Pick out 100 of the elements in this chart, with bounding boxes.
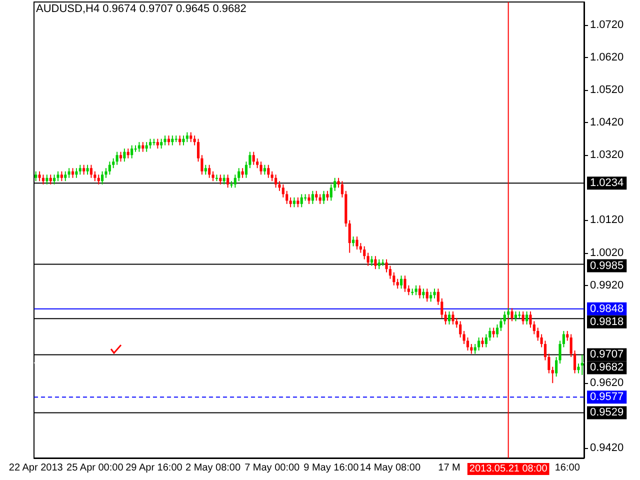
candlestick <box>130 144 134 159</box>
x-tick-label: 2 May 08:00 <box>186 462 241 474</box>
candlestick <box>123 148 126 162</box>
candlestick <box>404 275 406 292</box>
candlestick <box>326 190 329 202</box>
candlestick <box>396 278 399 290</box>
candlestick <box>100 170 104 185</box>
x-tick-label: 14 May 08:00 <box>360 462 421 474</box>
candlestick <box>330 184 332 202</box>
candlestick <box>544 340 547 361</box>
candlestick <box>536 327 540 342</box>
x-tick-label: 25 Apr 00:00 <box>66 462 124 474</box>
candlestick <box>270 170 274 182</box>
candlestick <box>430 291 432 302</box>
candlestick <box>414 284 418 296</box>
candlestick <box>90 164 93 178</box>
candlestick <box>292 196 296 208</box>
candlestick <box>260 161 262 176</box>
candlestick <box>522 310 524 325</box>
candlestick <box>156 138 159 150</box>
y-tick-label: 1.0120 <box>590 214 624 226</box>
y-tick-label: 1.0020 <box>590 246 624 259</box>
candlestick <box>116 151 118 166</box>
candlestick <box>570 334 572 358</box>
y-tick-label: 1.0720 <box>590 18 624 31</box>
candlestick <box>436 288 440 306</box>
candlestick <box>433 288 436 299</box>
candlestick <box>119 151 122 162</box>
candlestick <box>484 334 488 348</box>
candlestick <box>503 310 506 325</box>
candlestick <box>551 366 554 384</box>
candlestick <box>514 310 518 322</box>
candlestick <box>392 272 396 286</box>
candlestick <box>60 170 63 182</box>
candlestick <box>238 168 240 182</box>
candlestick <box>186 132 188 143</box>
x-tick-label: 16:00 <box>554 462 580 474</box>
candlestick <box>466 336 470 352</box>
candlestick <box>182 135 185 146</box>
candlestick <box>496 324 499 338</box>
candlestick <box>263 164 266 176</box>
candlestick <box>248 151 252 169</box>
candlestick <box>282 184 284 198</box>
candlestick <box>94 170 96 182</box>
candlestick <box>252 151 255 166</box>
candlestick <box>440 298 444 318</box>
candlestick <box>455 317 458 328</box>
candlestick <box>208 164 211 178</box>
candlestick <box>308 194 310 204</box>
x-tick-label: 29 Apr 16:00 <box>126 462 183 474</box>
candlestick <box>459 320 462 338</box>
candlestick <box>366 252 370 266</box>
candlestick <box>388 265 392 280</box>
candlestick <box>296 196 300 208</box>
ref-line-label: 0.9707 <box>590 348 624 361</box>
x-tick-label: 9 May 16:00 <box>304 462 360 474</box>
y-tick-label: 1.0420 <box>590 116 624 129</box>
candlestick <box>204 164 207 176</box>
candlestick <box>573 350 576 374</box>
candlestick <box>580 354 584 376</box>
y-tick-label: 0.9920 <box>590 279 624 292</box>
candlestick <box>488 327 492 342</box>
y-tick-label: 1.0520 <box>590 84 624 96</box>
candlestick <box>348 220 351 254</box>
candlestick <box>112 158 115 169</box>
candlestick <box>300 194 303 208</box>
candlestick <box>426 288 428 302</box>
candlestick <box>315 190 318 202</box>
candlestick <box>234 174 236 188</box>
ref-line-label: 0.9529 <box>590 406 624 419</box>
y-tick-label: 0.9620 <box>590 377 624 390</box>
ref-line-label: 0.9985 <box>590 260 624 272</box>
candlestick <box>363 246 366 260</box>
ref-line-label: 0.9818 <box>590 316 624 328</box>
candlestick <box>478 336 480 352</box>
candlestick <box>311 190 314 204</box>
chart-title: AUDUSD,H4 0.9674 0.9707 0.9645 0.9682 <box>36 3 246 15</box>
candlestick <box>78 164 82 176</box>
candlestick <box>226 174 230 188</box>
candlestick <box>444 310 447 325</box>
candlestick <box>525 310 528 325</box>
candlestick <box>400 275 403 290</box>
y-tick-label: 1.0320 <box>590 149 624 162</box>
candlestick <box>256 158 259 169</box>
candlestick <box>334 177 336 192</box>
candlestick <box>340 180 344 198</box>
candlestick <box>34 170 38 182</box>
candlestick <box>418 284 422 299</box>
ref-line-label: 1.0234 <box>590 177 624 190</box>
ref-line-label: 0.9577 <box>590 391 624 404</box>
x-tick-label: 17 M <box>438 462 460 474</box>
candlestick <box>452 310 454 325</box>
candlestick <box>548 353 550 374</box>
candlestick <box>448 310 451 325</box>
candlestick <box>289 196 292 208</box>
candlestick <box>356 236 358 250</box>
y-tick-label: 1.0620 <box>590 51 624 64</box>
candlestick <box>160 138 163 150</box>
x-tick-label: 22 Apr 2013 <box>8 462 64 474</box>
candlestick <box>244 161 248 178</box>
